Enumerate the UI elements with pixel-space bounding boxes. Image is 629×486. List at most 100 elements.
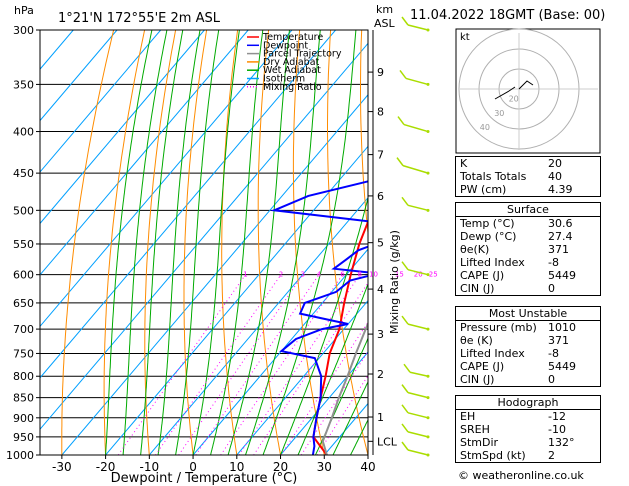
wet-adiabat <box>227 30 290 455</box>
wet-adiabat <box>245 30 321 455</box>
legend-label: Wet Adiabat <box>263 65 321 76</box>
wind-barb <box>401 261 430 277</box>
wind-barb <box>403 363 430 378</box>
pressure-tick-label: 750 <box>13 347 34 360</box>
surface-row: Lifted Index -8 <box>460 256 559 269</box>
plot-background <box>40 30 368 455</box>
dry-adiabat <box>103 30 146 455</box>
temperature-tick-label: -30 <box>52 460 72 474</box>
hodograph-frame <box>455 28 601 154</box>
legend-label: Parcel Trajectory <box>263 49 342 60</box>
pressure-tick-label: 1000 <box>6 449 34 462</box>
mixing-ratio-line <box>316 374 368 455</box>
indices-table: K 20 Totals Totals 40 PW (cm) 4.39 <box>455 156 601 197</box>
surface-row: θe(K) 371 <box>460 243 569 256</box>
isotherm <box>236 299 368 455</box>
mu-row: θe (K) 371 <box>460 334 569 347</box>
temperature-tick-label: -10 <box>140 460 160 474</box>
mixing-ratio-axis-title: Mixing Ratio (g/kg) <box>388 230 401 334</box>
mixing-ratio-line <box>238 274 361 455</box>
mixing-ratio-label: 25 <box>429 271 438 279</box>
background-grid <box>40 30 456 455</box>
series-dewpoint <box>270 180 368 455</box>
pressure-tick-label: 950 <box>13 431 34 444</box>
mixing-ratio-label: 6 <box>340 271 345 279</box>
surface-table: Surface Temp (°C) 30.6 Dewp (°C) 27.4 θe(K… <box>455 202 601 296</box>
most-unstable-table: Most Unstable Pressure (mb) 1010 θe (K) 37… <box>455 306 601 387</box>
station-location: 1°21'N 172°55'E 2m ASL <box>58 11 221 26</box>
index-row: PW (cm) 4.39 <box>460 183 573 196</box>
hodograph-unit: kt <box>460 32 470 43</box>
wet-adiabat <box>210 30 264 455</box>
hodograph: kt 40 30 20 <box>455 28 601 154</box>
pressure-tick-label: 450 <box>13 167 34 180</box>
wind-barbs <box>396 16 430 457</box>
surface-row: Dewp (°C) 27.4 <box>460 230 573 243</box>
mu-row: Lifted Index -8 <box>460 347 559 360</box>
asl-unit-label: ASL <box>374 17 396 30</box>
mixing-ratio-label: 10 <box>369 271 378 279</box>
temperature-tick-label: 40 <box>360 460 375 474</box>
pressure-tick-label: 650 <box>13 297 34 310</box>
wet-adiabat <box>315 337 368 455</box>
mixing-ratio-label: 4 <box>317 271 322 279</box>
surface-row: CIN (J) 0 <box>460 282 555 295</box>
x-axis-title: Dewpoint / Temperature (°C) <box>111 471 298 486</box>
height-tick-label: 3 <box>377 328 384 341</box>
profile-series <box>270 180 368 455</box>
series-parcel-trajectory <box>321 321 368 455</box>
pressure-tick-label: 850 <box>13 392 34 405</box>
height-tick-label: 5 <box>377 237 384 250</box>
legend-label: Temperature <box>262 32 323 43</box>
wind-barb <box>401 404 430 420</box>
wet-adiabat <box>332 380 368 455</box>
mixing-ratio-line <box>117 274 246 455</box>
height-tick-label: LCL <box>377 435 398 448</box>
mu-row: Pressure (mb) 1010 <box>460 321 576 334</box>
dry-adiabat <box>144 30 177 455</box>
mixing-ratio-line <box>220 274 343 455</box>
temperature-tick-label: 0 <box>189 460 197 474</box>
wet-adiabat <box>105 30 153 455</box>
surface-row: Temp (°C) 30.6 <box>460 217 573 230</box>
wind-barb <box>401 441 430 457</box>
wind-barb <box>397 116 430 134</box>
pressure-tick-label: 500 <box>13 204 34 217</box>
datetime: 11.04.2022 18GMT (Base: 00) <box>410 8 606 23</box>
height-tick-label: 7 <box>377 149 384 162</box>
wind-barb <box>401 315 430 331</box>
mixing-ratio-label: 2 <box>279 271 283 279</box>
pressure-tick-label: 800 <box>13 370 34 383</box>
mu-row: CIN (J) 0 <box>460 373 555 386</box>
height-tick-label: 1 <box>377 411 384 424</box>
wind-barb <box>401 423 430 439</box>
height-tick-label: 2 <box>377 368 384 381</box>
hodo-row: StmDir 132° <box>460 436 575 449</box>
mixing-ratio-label: 15 <box>395 271 404 279</box>
dry-adiabat <box>61 30 115 455</box>
wet-adiabat <box>122 30 168 455</box>
height-tick-label: 8 <box>377 106 384 119</box>
axes: 1 2 3 4 6 8 10 15 20 2530035040045050055060065070… <box>6 24 438 474</box>
wind-barb <box>396 157 430 175</box>
isotherm <box>40 30 162 173</box>
dry-adiabat <box>393 30 456 455</box>
isotherm <box>40 30 118 122</box>
legend-label: Isotherm <box>263 74 305 85</box>
temperature-tick-label: 20 <box>273 460 288 474</box>
dry-adiabat <box>360 30 368 238</box>
legend-label: Dewpoint <box>263 40 308 51</box>
plot-area <box>40 30 368 455</box>
wet-adiabat <box>175 30 220 455</box>
hodograph-trace <box>518 80 534 90</box>
mixing-ratio-label: 20 <box>414 271 423 279</box>
isotherm <box>40 42 368 431</box>
isotherm <box>280 351 368 455</box>
pressure-tick-label: 550 <box>13 238 34 251</box>
pressure-tick-label: 900 <box>13 412 34 425</box>
index-row: Totals Totals 40 <box>460 170 562 183</box>
isotherm <box>40 30 205 225</box>
height-tick-label: 9 <box>377 66 384 79</box>
temperature-tick-label: 10 <box>229 460 244 474</box>
